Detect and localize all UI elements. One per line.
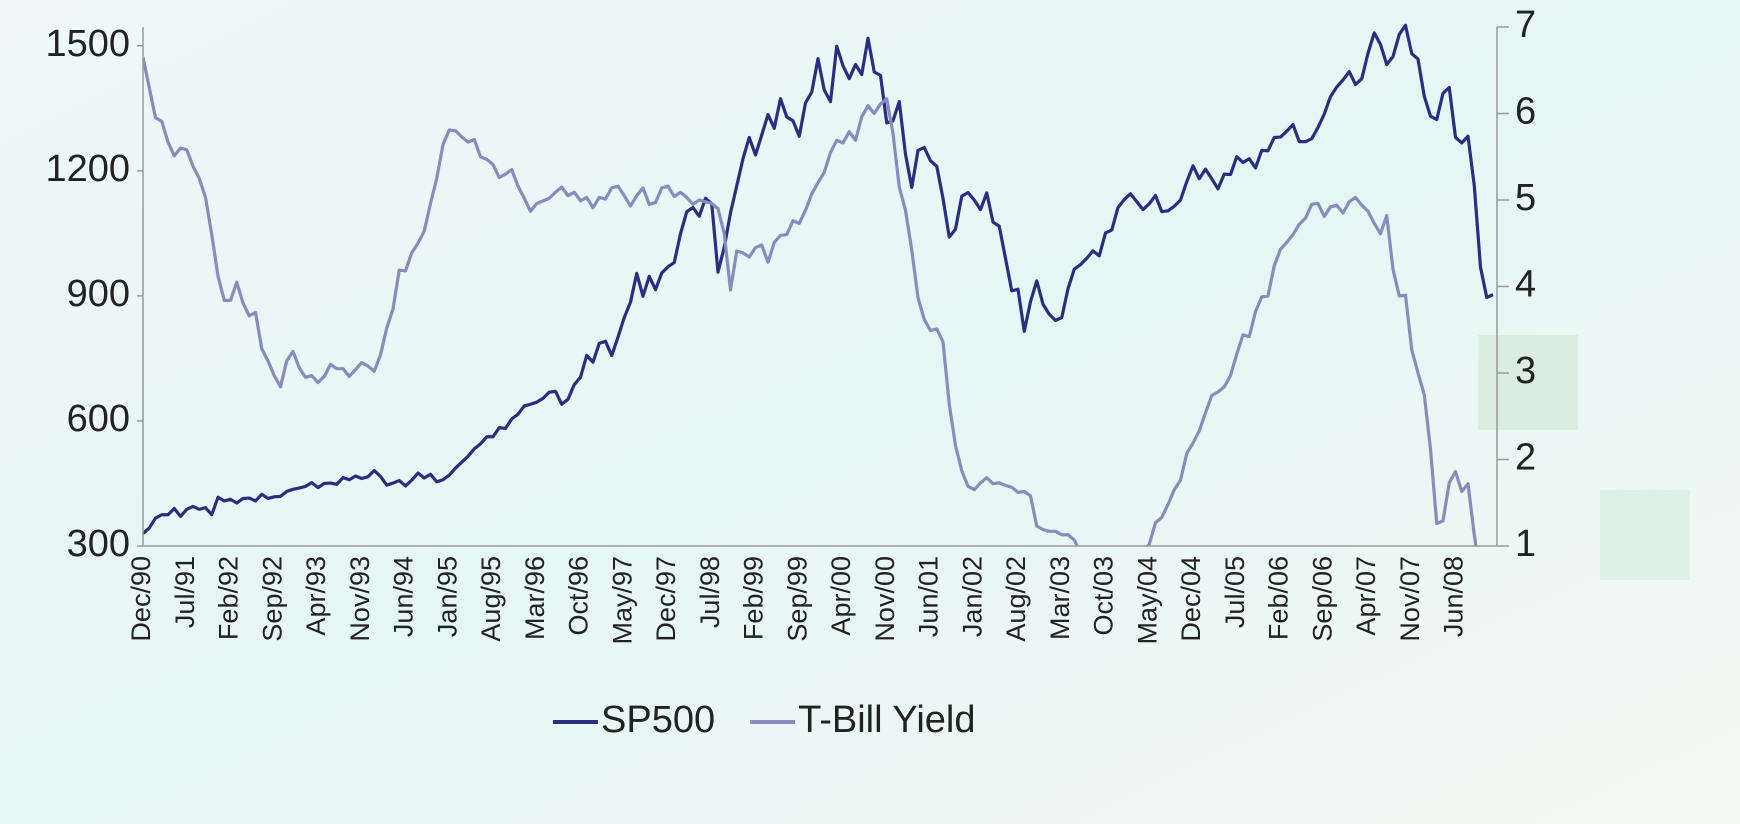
y-tick-label: 600	[67, 398, 130, 440]
x-tick-label: Jul/91	[170, 556, 200, 628]
x-tick-label: Nov/00	[870, 556, 900, 642]
y2-tick-label: 3	[1515, 350, 1536, 392]
x-tick-label: Feb/06	[1264, 556, 1294, 640]
x-tick-label: Apr/07	[1351, 556, 1381, 636]
x-tick-label: May/97	[607, 556, 637, 645]
x-tick-label: Jan/02	[957, 556, 987, 637]
logo-block	[1600, 490, 1690, 580]
x-tick-label: Jun/94	[389, 556, 419, 637]
legend-label: SP500	[601, 699, 715, 741]
x-tick-label: Feb/99	[739, 556, 769, 640]
x-tick-label: Dec/97	[651, 556, 681, 642]
x-tick-label: Aug/02	[1001, 556, 1031, 642]
x-tick-label: Jan/95	[432, 556, 462, 637]
x-tick-label: Oct/03	[1089, 556, 1119, 636]
y-tick-label: 900	[67, 273, 130, 315]
legend-label: T-Bill Yield	[798, 699, 975, 741]
x-tick-label: Aug/95	[476, 556, 506, 642]
x-tick-label: Apr/93	[301, 556, 331, 636]
x-tick-label: Mar/03	[1045, 556, 1075, 640]
x-tick-label: Apr/00	[826, 556, 856, 636]
x-tick-label: Mar/96	[520, 556, 550, 640]
x-tick-label: Sep/99	[782, 556, 812, 642]
x-tick-label: Feb/92	[214, 556, 244, 640]
x-tick-label: Jul/05	[1220, 556, 1250, 628]
y2-tick-label: 7	[1515, 4, 1536, 46]
y-tick-label: 1200	[45, 148, 130, 190]
plot	[143, 23, 1494, 546]
y2-tick-label: 2	[1515, 437, 1536, 479]
series-line	[143, 23, 1494, 535]
logo-block	[1478, 335, 1578, 430]
x-tick-label: Nov/07	[1395, 556, 1425, 642]
x-tick-label: Dec/04	[1176, 556, 1206, 642]
x-tick-label: May/04	[1132, 556, 1162, 645]
series-line	[143, 56, 1478, 546]
x-tick-label: Sep/92	[257, 556, 287, 642]
x-tick-label: Jun/01	[914, 556, 944, 637]
y2-tick-label: 1	[1515, 523, 1536, 565]
lines	[143, 23, 1494, 546]
y2-tick-label: 5	[1515, 177, 1536, 219]
x-tick-label: Sep/06	[1307, 556, 1337, 642]
y-tick-label: 1500	[45, 23, 130, 65]
y2-tick-label: 4	[1515, 264, 1536, 306]
x-tick-label: Jun/08	[1439, 556, 1469, 637]
y2-tick-label: 6	[1515, 91, 1536, 133]
x-tick-label: Dec/90	[126, 556, 156, 642]
x-tick-label: Nov/93	[345, 556, 375, 642]
x-tick-label: Oct/96	[564, 556, 594, 636]
x-tick-label: Jul/98	[695, 556, 725, 628]
y-tick-label: 300	[67, 523, 130, 565]
